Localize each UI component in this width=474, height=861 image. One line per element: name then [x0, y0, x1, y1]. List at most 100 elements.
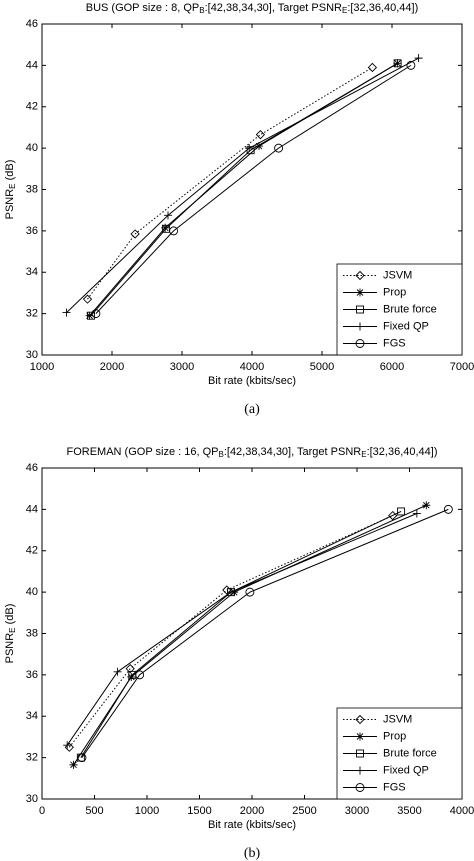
- x-tick-label: 500: [85, 805, 103, 817]
- x-tick-label: 0: [39, 805, 45, 817]
- series-line: [66, 57, 419, 313]
- marker: [274, 143, 284, 153]
- y-tick-label: 34: [26, 266, 38, 278]
- marker: [443, 504, 453, 514]
- series-line: [81, 508, 449, 758]
- y-tick-label: 32: [26, 308, 38, 320]
- y-tick-label: 38: [26, 627, 38, 639]
- x-tick-label: 2000: [240, 805, 264, 817]
- marker: [255, 130, 266, 140]
- y-tick-label: 44: [26, 59, 38, 71]
- marker: [169, 226, 179, 236]
- subscript: E: [8, 627, 17, 632]
- legend-marker: [356, 305, 364, 314]
- legend-marker: [356, 288, 364, 297]
- marker: [406, 60, 416, 70]
- text-part: PSNR: [4, 189, 16, 220]
- marker: [82, 294, 93, 304]
- legend-label: JSVM: [383, 269, 412, 281]
- legend-label: Fixed QP: [383, 320, 429, 332]
- chart-title: BUS (GOP size : 8, QPB:[42,38,34,30], Ta…: [86, 2, 419, 15]
- series-line: [95, 64, 412, 314]
- x-tick-label: 7000: [450, 361, 474, 373]
- marker: [245, 587, 255, 597]
- series-line: [73, 504, 427, 766]
- x-tick-label: 1000: [135, 805, 159, 817]
- legend-label: Brute force: [383, 303, 437, 315]
- x-tick-label: 2000: [100, 361, 124, 373]
- y-tick-label: 40: [26, 586, 38, 598]
- marker: [412, 509, 421, 518]
- caption: (a): [244, 402, 260, 417]
- marker: [164, 211, 172, 220]
- marker: [77, 753, 87, 763]
- marker: [91, 309, 101, 319]
- y-axis-label: PSNRE (dB): [4, 160, 17, 220]
- legend-label: Brute force: [383, 747, 437, 759]
- y-tick-label: 34: [26, 710, 38, 722]
- marker: [245, 144, 254, 153]
- x-axis-label: Bit rate (kbits/sec): [208, 375, 296, 387]
- text-part: (dB): [4, 604, 16, 628]
- x-tick-label: 4000: [450, 805, 474, 817]
- legend-label: Fixed QP: [383, 764, 429, 776]
- subscript: B: [199, 6, 204, 15]
- y-tick-label: 36: [26, 225, 38, 237]
- legend-label: FGS: [383, 781, 406, 793]
- legend-label: Prop: [383, 730, 406, 742]
- legend-marker: [356, 732, 364, 741]
- legend-marker: [355, 714, 365, 725]
- marker: [62, 308, 71, 317]
- y-axis-label: PSNRE (dB): [4, 604, 17, 664]
- legend-label: FGS: [383, 337, 406, 349]
- marker: [161, 224, 170, 233]
- marker: [227, 588, 235, 597]
- legend-marker: [355, 339, 365, 348]
- x-tick-label: 6000: [380, 361, 404, 373]
- legend-marker: [356, 749, 364, 758]
- marker: [64, 742, 74, 752]
- legend-marker: [355, 783, 365, 792]
- text-part: :[32,36,40,44]): [367, 446, 438, 458]
- text-part: BUS (GOP size : 8, QP: [86, 2, 200, 14]
- marker: [130, 229, 140, 239]
- marker: [367, 62, 378, 73]
- text-part: :[32,36,40,44]): [347, 2, 418, 14]
- x-tick-label: 3000: [170, 361, 194, 373]
- text-part: PSNR: [4, 633, 16, 664]
- marker: [255, 142, 263, 151]
- y-tick-label: 32: [26, 752, 38, 764]
- y-tick-label: 42: [26, 545, 38, 557]
- marker: [393, 59, 402, 68]
- y-tick-label: 46: [26, 462, 38, 474]
- marker: [422, 501, 431, 510]
- legend-marker: [356, 766, 364, 775]
- marker: [125, 664, 135, 674]
- text-part: FOREMAN (GOP size : 16, QP: [66, 446, 218, 458]
- series-line: [87, 67, 373, 300]
- series-line: [80, 510, 402, 758]
- marker: [397, 507, 406, 516]
- marker: [414, 54, 423, 63]
- y-tick-label: 36: [26, 669, 38, 681]
- x-tick-label: 3500: [397, 805, 421, 817]
- x-axis-label: Bit rate (kbits/sec): [208, 819, 296, 831]
- subscript: B: [218, 450, 223, 459]
- text-part: (dB): [4, 160, 16, 184]
- y-tick-label: 42: [26, 101, 38, 113]
- marker: [69, 760, 78, 769]
- marker: [135, 670, 145, 680]
- marker: [113, 667, 122, 676]
- x-tick-label: 3000: [345, 805, 369, 817]
- legend-label: JSVM: [383, 713, 412, 725]
- text-part: :[42,38,34,30], Target PSNR: [224, 446, 361, 458]
- x-tick-label: 5000: [310, 361, 334, 373]
- y-tick-label: 30: [26, 793, 38, 805]
- x-tick-label: 1000: [30, 361, 54, 373]
- text-part: :[42,38,34,30], Target PSNR: [205, 2, 342, 14]
- series-line: [90, 62, 398, 317]
- y-tick-label: 44: [26, 503, 38, 515]
- legend-label: Prop: [383, 286, 406, 298]
- marker: [85, 311, 94, 320]
